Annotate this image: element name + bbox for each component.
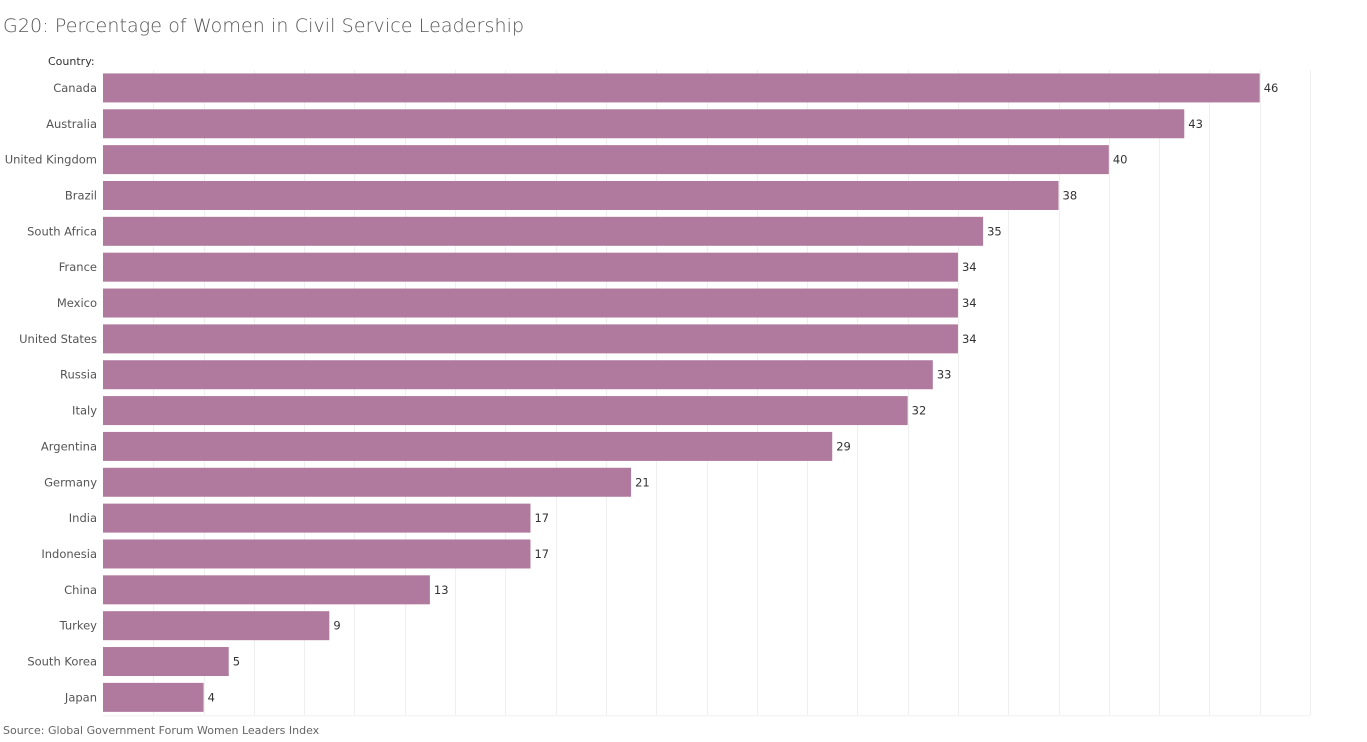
value-label: 43	[1188, 117, 1203, 131]
category-label: Australia	[46, 117, 97, 131]
category-label: United States	[19, 332, 97, 346]
category-label: Turkey	[59, 619, 98, 633]
bar-australia	[103, 109, 1185, 139]
value-label: 5	[233, 655, 240, 669]
value-label: 9	[333, 619, 340, 633]
bar-south-africa	[103, 216, 984, 246]
bar-france	[103, 252, 958, 282]
value-label: 17	[534, 511, 549, 525]
category-label: Germany	[44, 475, 97, 489]
category-label: South Korea	[27, 655, 97, 669]
category-label: United Kingdom	[5, 153, 97, 167]
value-label: 35	[987, 224, 1002, 238]
category-label: Canada	[53, 81, 97, 95]
value-label: 13	[434, 583, 449, 597]
bar-china	[103, 575, 430, 605]
source-note: Source: Global Government Forum Women Le…	[3, 724, 320, 737]
value-label: 34	[962, 332, 977, 346]
bar-germany	[103, 467, 632, 497]
value-label: 21	[635, 475, 650, 489]
bar-canada	[103, 73, 1260, 103]
value-label: 38	[1063, 188, 1078, 202]
value-label: 4	[208, 690, 215, 704]
value-label: 32	[912, 404, 927, 418]
value-label: 33	[937, 368, 952, 382]
category-label: Brazil	[65, 188, 97, 202]
value-label: 34	[962, 296, 977, 310]
bar-indonesia	[103, 539, 531, 569]
category-label: China	[64, 583, 97, 597]
category-label: Italy	[72, 404, 97, 418]
category-label: Russia	[60, 368, 97, 382]
bar-turkey	[103, 611, 330, 641]
category-label: India	[69, 511, 97, 525]
category-label: Mexico	[57, 296, 97, 310]
bar-russia	[103, 360, 933, 390]
bar-south-korea	[103, 647, 229, 677]
bar-india	[103, 503, 531, 533]
bar-argentina	[103, 431, 833, 461]
bar-italy	[103, 396, 908, 426]
bar-japan	[103, 682, 204, 712]
category-label: Japan	[64, 690, 97, 704]
category-label: South Africa	[27, 224, 97, 238]
value-label: 40	[1113, 153, 1128, 167]
bar-united-kingdom	[103, 145, 1109, 175]
y-axis-header: Country:	[48, 55, 95, 68]
value-label: 34	[962, 260, 977, 274]
category-label: France	[59, 260, 97, 274]
category-label: Argentina	[41, 439, 97, 453]
category-label: Indonesia	[41, 547, 97, 561]
bar-brazil	[103, 180, 1059, 210]
bar-mexico	[103, 288, 958, 318]
value-label: 17	[534, 547, 549, 561]
value-label: 29	[836, 439, 851, 453]
chart-title: G20: Percentage of Women in Civil Servic…	[3, 15, 525, 37]
bar-united-states	[103, 324, 958, 354]
value-label: 46	[1264, 81, 1279, 95]
